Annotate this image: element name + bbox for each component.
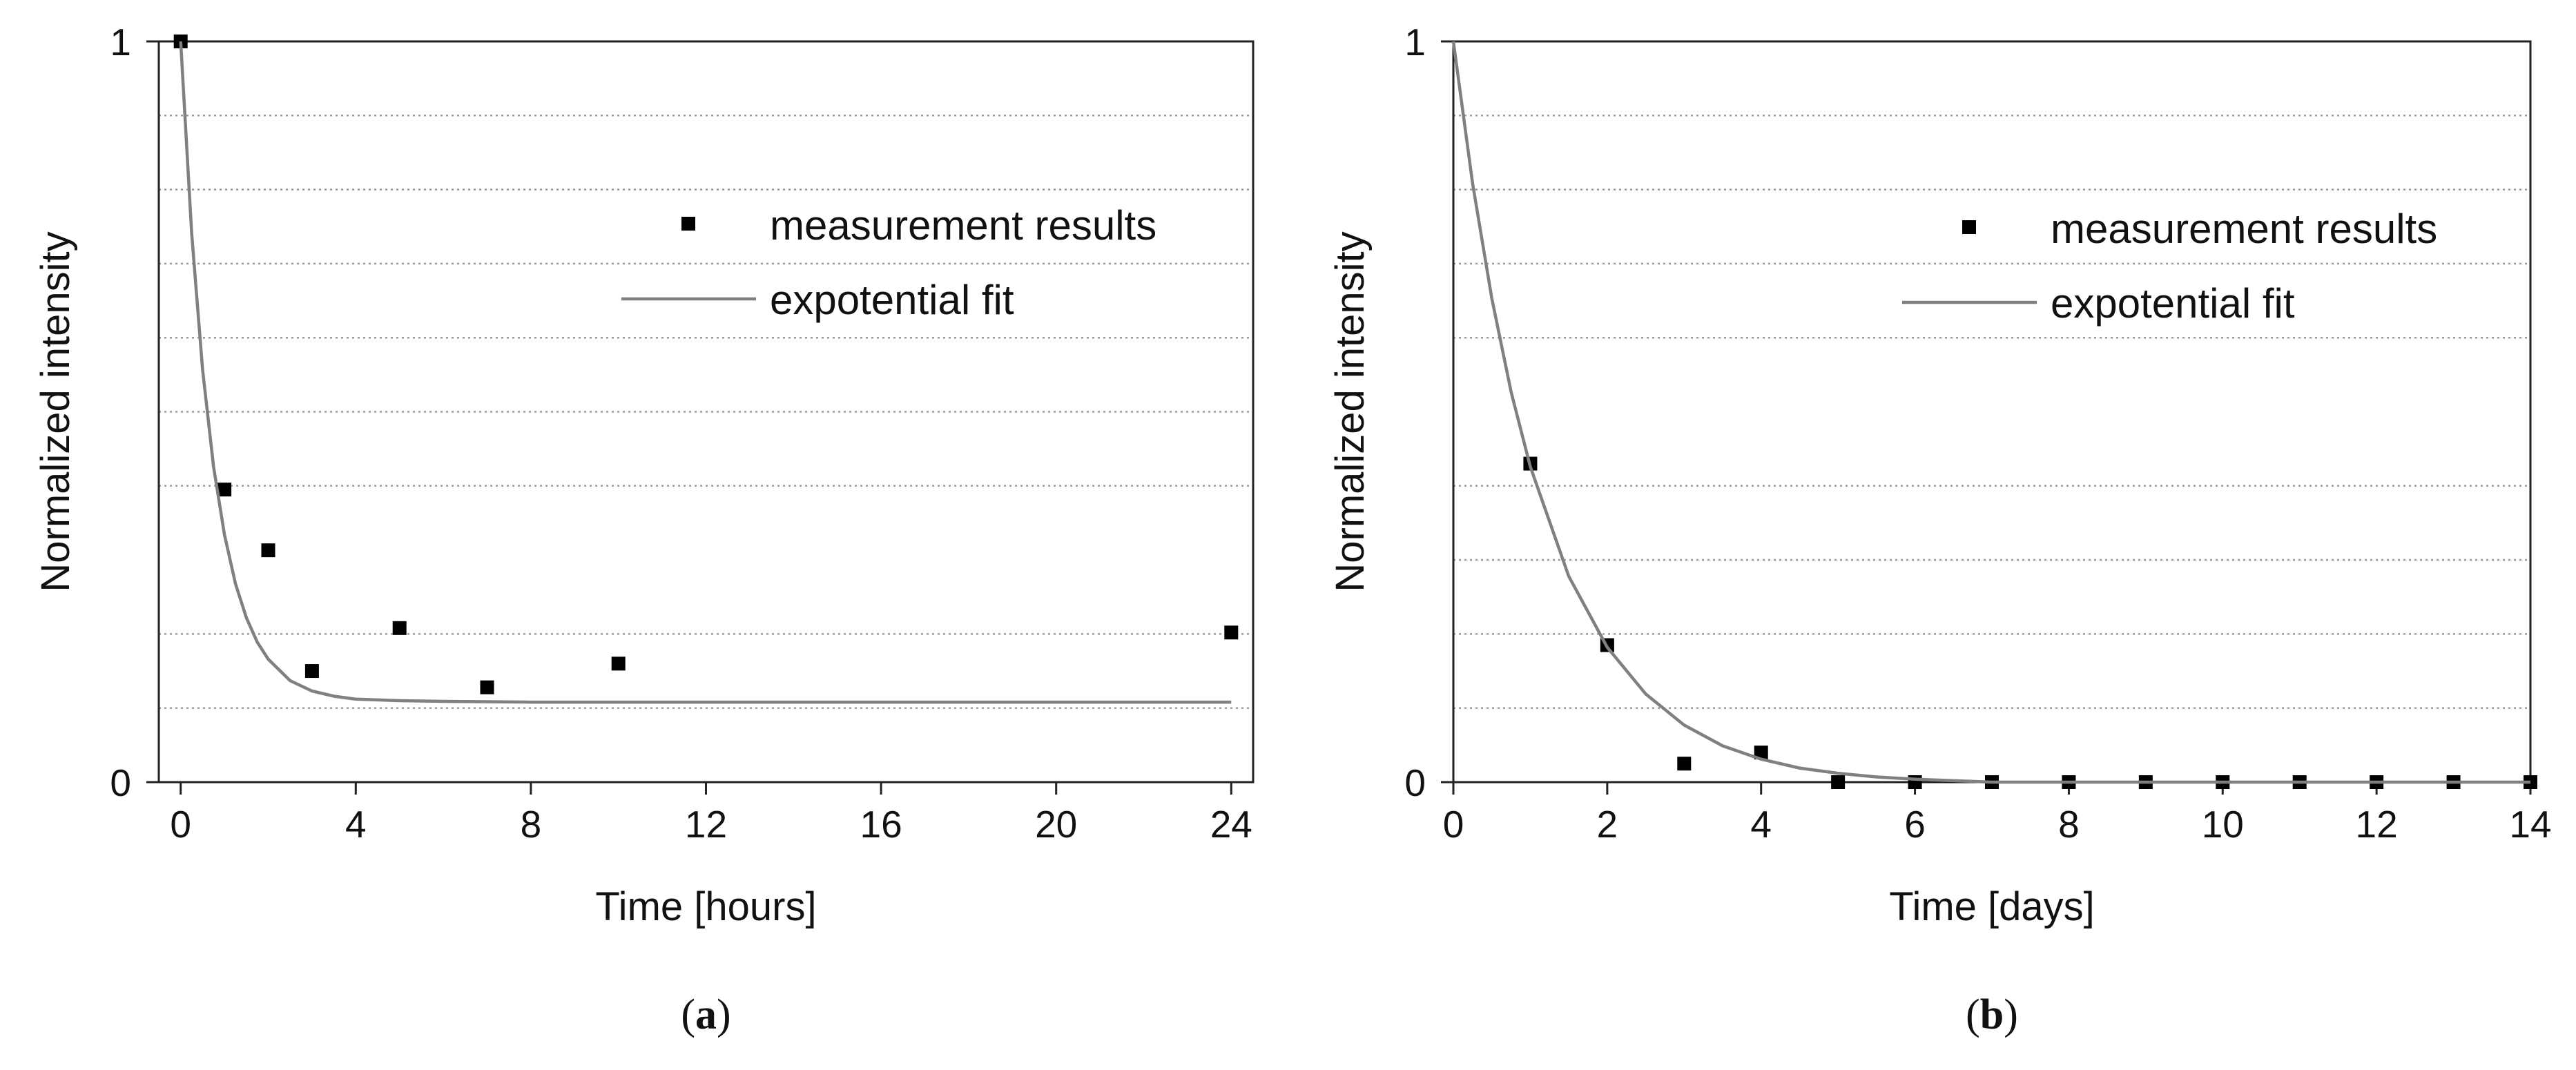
panel-label-letter: a	[695, 991, 717, 1038]
x-tick-label: 20	[1035, 803, 1077, 846]
x-tick-label: 14	[2509, 803, 2551, 846]
x-tick-label: 2	[1597, 803, 1618, 846]
panel-label-letter: b	[1980, 991, 2004, 1038]
x-tick-label: 4	[1750, 803, 1772, 846]
x-tick-label: 8	[2058, 803, 2080, 846]
data-point	[1677, 757, 1692, 771]
x-tick-label: 12	[685, 803, 727, 846]
data-point	[1908, 775, 1922, 789]
panel-label: (b)	[1966, 991, 2018, 1038]
x-tick-label: 10	[2202, 803, 2244, 846]
legend-label-measurement: measurement results	[770, 202, 1156, 249]
data-point	[392, 621, 407, 635]
x-tick-label: 8	[521, 803, 542, 846]
legend-label-fit: expotential fit	[770, 277, 1014, 323]
panel-label-close-paren: )	[2004, 991, 2018, 1038]
data-point	[217, 483, 232, 497]
x-tick-label: 0	[1443, 803, 1464, 846]
panel-label-close-paren: )	[717, 991, 731, 1038]
legend-label-measurement: measurement results	[2051, 206, 2437, 252]
data-point	[1224, 625, 1239, 640]
data-point	[304, 664, 319, 679]
fit-line-b	[1451, 41, 2530, 784]
x-axis-title: Time [days]	[1889, 884, 2095, 929]
data-point	[1831, 775, 1846, 789]
x-axis-title: Time [hours]	[595, 884, 816, 929]
x-tick-label: 16	[860, 803, 902, 846]
fit-line-a	[179, 41, 1232, 704]
data-point	[1754, 746, 1768, 760]
x-tick-label: 6	[1904, 803, 1926, 846]
y-tick-label: 1	[110, 21, 131, 64]
x-tick-label: 0	[170, 803, 191, 846]
x-tick-label: 12	[2356, 803, 2398, 846]
y-tick-label: 0	[1404, 761, 1426, 804]
panel-label: (a)	[681, 991, 730, 1038]
y-axis-title: Normalized intensity	[1328, 231, 1373, 592]
legend-label-fit: expotential fit	[2051, 280, 2295, 327]
legend-marker-points	[1962, 220, 1976, 234]
y-tick-label: 1	[1404, 21, 1426, 64]
data-point	[480, 680, 494, 694]
plot-frame	[1452, 40, 2532, 784]
x-tick-label: 4	[345, 803, 367, 846]
y-tick-label: 0	[110, 761, 131, 804]
chart-panel-b: 0 2 4 6 8 10 12 14 0 1 Time [days] Normalized inten…	[1328, 21, 2552, 1038]
data-point	[611, 656, 626, 671]
x-tick-label: 24	[1210, 803, 1252, 846]
panel-label-open-paren: (	[681, 991, 695, 1038]
chart-panel-a: 0 4 8 12 16 20 24 0 1 Time [hours] Normalized inte…	[33, 21, 1255, 1038]
panel-label-open-paren: (	[1966, 991, 1980, 1038]
legend-marker-points	[681, 217, 695, 231]
y-axis-title: Normalized intensity	[33, 231, 78, 592]
data-point	[261, 543, 275, 558]
